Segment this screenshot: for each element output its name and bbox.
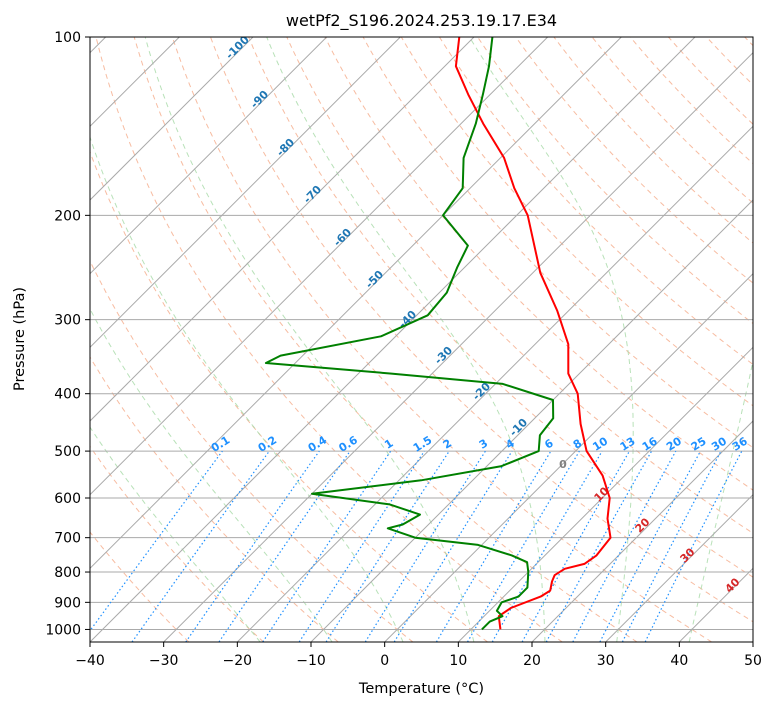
- moist-adiabat-line: [90, 426, 261, 642]
- dry-adiabat-line: [90, 259, 414, 642]
- x-axis: −40 −30 −20 −10 0 10 20 30 40 50: [75, 642, 762, 669]
- moist-adiabat-line: [90, 135, 404, 642]
- isotherm-line: [90, 37, 254, 201]
- dry-adiabat-line: [90, 356, 339, 642]
- y-tick-label: 500: [54, 444, 81, 460]
- y-tick-label: 900: [54, 595, 81, 611]
- y-axis: 100 200 300 400 500 600 700 800 900 1000: [45, 30, 90, 638]
- dry-adiabat-line: [90, 531, 190, 642]
- isotherm-line: [163, 51, 753, 642]
- mixing-ratio-line: [298, 450, 425, 642]
- lcl-label: 0: [559, 458, 567, 471]
- isotherm-line: [90, 37, 401, 349]
- isotherm-line: [90, 37, 328, 275]
- mixing-ratio-line: [393, 450, 513, 642]
- dry-adiabat-line: [324, 37, 753, 491]
- y-tick-label: 400: [54, 387, 81, 403]
- x-tick-label: 50: [744, 653, 762, 669]
- x-tick-label: 20: [523, 653, 541, 669]
- profile-series: [264, 37, 612, 631]
- x-tick-label: 30: [597, 653, 615, 669]
- temperature-profile-line: [454, 37, 612, 630]
- y-tick-label: 300: [54, 313, 81, 329]
- dry-adiabat-line: [286, 37, 753, 534]
- y-tick-label: 100: [54, 30, 81, 46]
- plot-frame: [89, 36, 754, 643]
- isotherm-line: [752, 641, 753, 642]
- isotherm-line: [310, 199, 753, 642]
- moist-adiabat-line: [144, 37, 475, 642]
- dry-adiabat-line: [770, 24, 775, 642]
- isotherm-line: [605, 493, 753, 642]
- isotherm-line: [90, 37, 475, 422]
- mixing-ratio-line: [572, 450, 677, 642]
- x-axis-title: Temperature (°C): [358, 681, 484, 697]
- plot-background: [90, 37, 753, 642]
- mixing-ratio-line: [521, 450, 631, 642]
- mixing-ratio-line: [545, 450, 653, 642]
- mixing-ratio-line: [325, 450, 450, 642]
- x-tick-label: −40: [75, 653, 105, 669]
- y-tick-label: 200: [54, 208, 81, 224]
- y-tick-label: 600: [54, 491, 81, 507]
- mixing-ratio-line: [185, 450, 320, 642]
- y-axis-title: Pressure (hPa): [12, 287, 28, 391]
- mixing-ratio-line: [644, 450, 743, 642]
- x-tick-label: −10: [296, 653, 326, 669]
- y-tick-label: 1000: [45, 622, 81, 638]
- isotherm-line: [531, 420, 753, 642]
- dry-adiabat-line: [133, 37, 638, 642]
- isotherm-line: [457, 346, 753, 642]
- x-tick-label: −20: [223, 653, 253, 669]
- dry-adiabat-line: [90, 150, 488, 642]
- x-tick-label: 10: [449, 653, 467, 669]
- mixing-ratio-line: [131, 450, 270, 642]
- isotherm-line: [90, 37, 696, 642]
- mixing-ratio-line: [218, 450, 351, 642]
- dewpoint-profile-line: [264, 37, 555, 631]
- chart-title: wetPf2_S196.2024.253.19.17.E34: [286, 11, 557, 31]
- x-tick-label: 40: [670, 653, 688, 669]
- mixing-ratio-line: [90, 450, 223, 632]
- y-tick-label: 800: [54, 565, 81, 581]
- isotherm-line: [90, 37, 622, 570]
- mixing-ratio-line: [262, 450, 392, 642]
- x-tick-label: −30: [149, 653, 179, 669]
- isotherm-line: [384, 272, 753, 642]
- moist-adiabat-line: [266, 37, 546, 642]
- x-tick-label: 0: [380, 653, 389, 669]
- dry-adiabat-line: [438, 37, 753, 366]
- isotherm-line: [236, 125, 753, 642]
- y-tick-label: 700: [54, 531, 81, 547]
- isotherm-line: [90, 37, 549, 496]
